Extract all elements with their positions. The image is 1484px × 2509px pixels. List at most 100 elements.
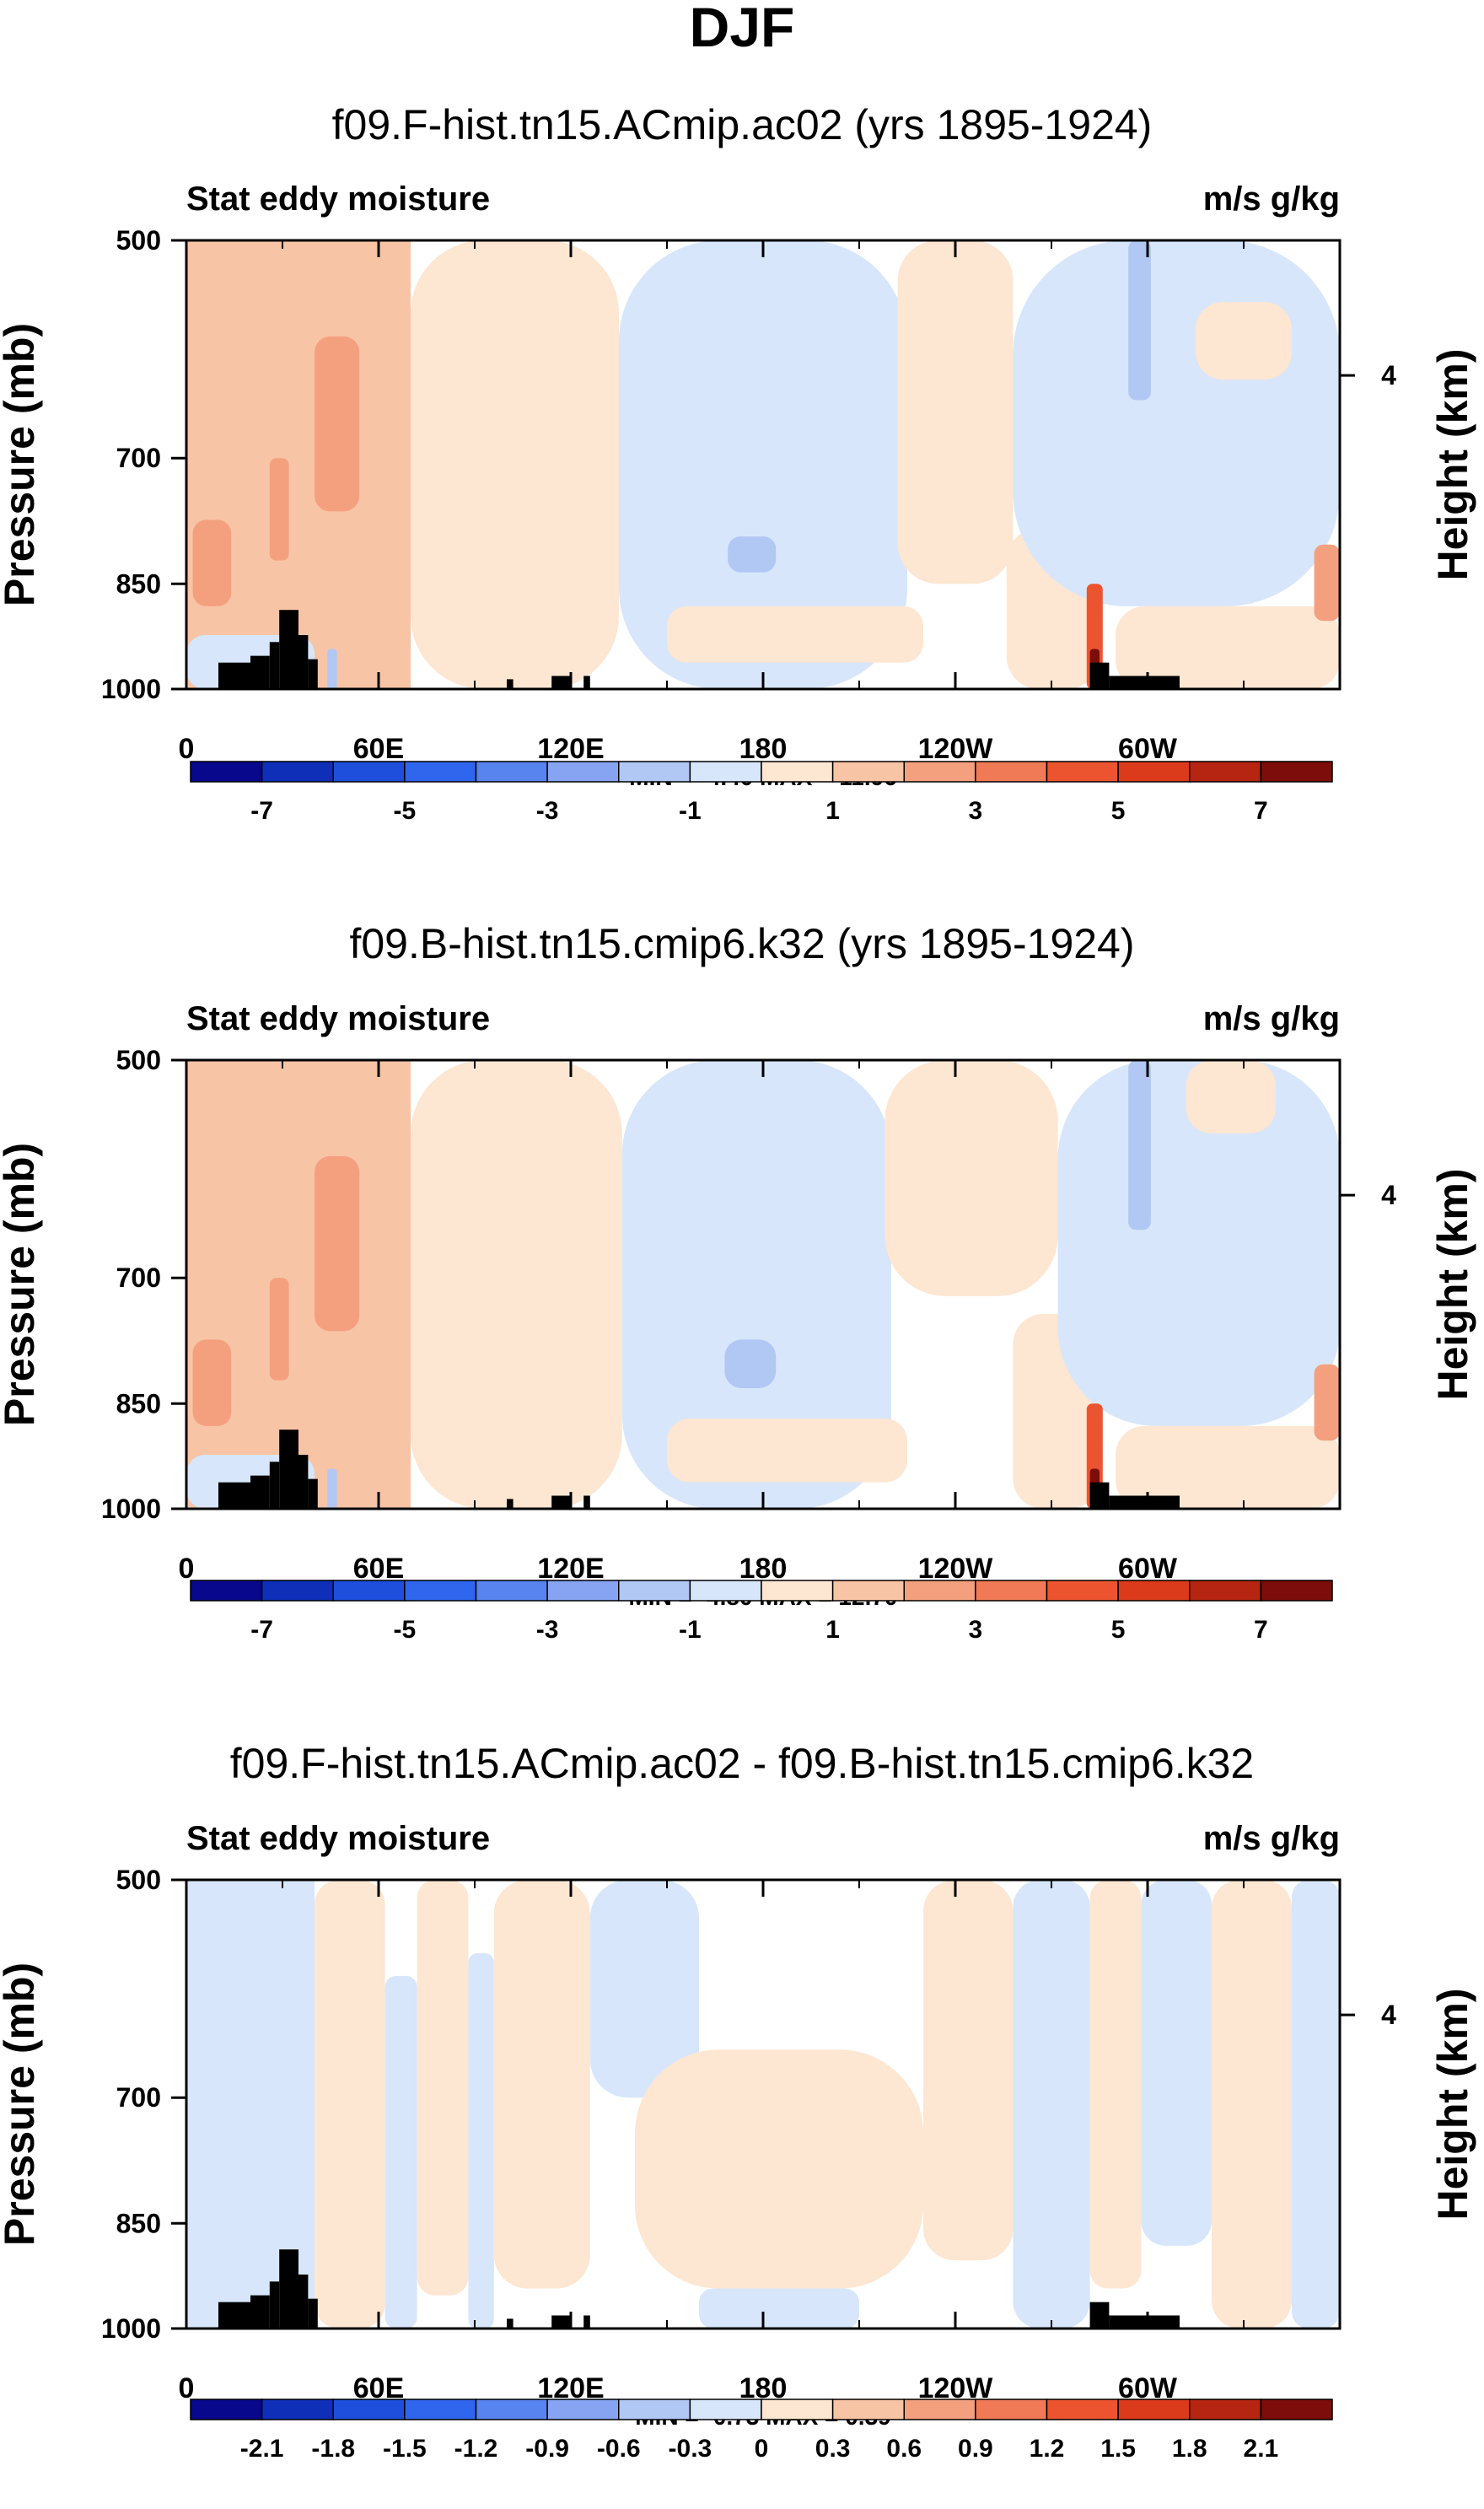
colorbar-label: 0 — [755, 2435, 769, 2463]
colorbar-swatch — [475, 1580, 548, 1602]
chart-panel-2: f09.B-hist.tn15.cmip6.k32 (yrs 1895-1924… — [0, 920, 1476, 1644]
colorbar-label: -5 — [394, 797, 417, 825]
terrain-mask — [551, 676, 571, 689]
x-tick-label: 60W — [1118, 1553, 1178, 1585]
contour-region — [192, 520, 232, 606]
chart-panel-1: f09.F-hist.tn15.ACmip.ac02 (yrs 1895-192… — [0, 101, 1476, 825]
colorbar-label: -1.8 — [311, 2435, 355, 2463]
x-tick-label: 120W — [918, 733, 994, 765]
colorbar-swatch — [261, 2399, 334, 2420]
plot-area — [186, 240, 1340, 689]
panel-title: f09.F-hist.tn15.ACmip.ac02 (yrs 1895-192… — [332, 101, 1153, 148]
colorbar-swatch — [618, 2399, 691, 2420]
terrain-mask — [308, 659, 318, 689]
terrain-mask — [250, 2295, 270, 2329]
right-tick-label: 4 — [1381, 2000, 1396, 2030]
colorbar-swatch — [404, 2399, 477, 2420]
colorbar-swatch — [903, 1580, 976, 1602]
colorbar-label: 1 — [825, 797, 840, 825]
colorbar-swatch — [618, 1580, 691, 1602]
y-tick-label: 850 — [116, 1388, 161, 1419]
colorbar-swatch — [618, 761, 691, 783]
colorbar: -2.1 -1.8 -1.5 -1.2 -0.9 -0.6 -0.3 0 0.3 0.6 0.9 1.… — [190, 2399, 1333, 2463]
colorbar-swatch — [546, 761, 620, 783]
colorbar-swatch — [1189, 761, 1262, 783]
terrain-mask — [218, 1482, 250, 1509]
terrain-mask — [298, 1455, 309, 1509]
contour-region — [384, 1975, 417, 2329]
colorbar-swatch — [689, 1580, 762, 1602]
contour-region — [1212, 1880, 1292, 2329]
right-axis-title: Height (km) — [1429, 349, 1476, 581]
colorbar-label: 1 — [825, 1616, 840, 1644]
colorbar-swatch — [903, 2399, 976, 2420]
colorbar-label: -0.3 — [669, 2435, 712, 2463]
y-tick-label: 1000 — [101, 2313, 161, 2344]
colorbar: -7 -5 -3 -1 1 3 5 7 — [190, 761, 1333, 825]
colorbar-swatch — [831, 1580, 905, 1602]
y-tick-label: 1000 — [101, 674, 161, 704]
colorbar-swatch — [1260, 1580, 1333, 1602]
contour-region — [1292, 1880, 1340, 2329]
x-tick-label: 120E — [537, 733, 604, 765]
terrain-mask — [308, 2298, 318, 2329]
x-tick-label: 0 — [179, 2372, 195, 2404]
contour-region — [635, 2049, 923, 2289]
colorbar-swatch — [1117, 1580, 1191, 1602]
x-tick-label: 60E — [353, 733, 405, 765]
chart-panel-3: f09.F-hist.tn15.ACmip.ac02 - f09.B-hist.… — [0, 1740, 1476, 2463]
right-axis-title: Height (km) — [1429, 1989, 1476, 2221]
terrain-mask — [551, 1495, 571, 1509]
contour-region — [1013, 240, 1340, 606]
contour-region — [1089, 1880, 1142, 2289]
colorbar-swatch — [1046, 1580, 1119, 1602]
contour-region — [1128, 240, 1151, 401]
colorbar-swatch — [190, 761, 263, 783]
panel-title: f09.F-hist.tn15.ACmip.ac02 - f09.B-hist.… — [230, 1740, 1254, 1787]
colorbar-swatch — [831, 761, 905, 783]
x-tick-label: 60E — [353, 1553, 405, 1585]
colorbar-label: 5 — [1111, 1616, 1126, 1644]
colorbar: -7 -5 -3 -1 1 3 5 7 — [190, 1580, 1333, 1644]
contour-region — [1186, 1060, 1276, 1133]
x-tick-label: 0 — [179, 733, 195, 765]
contour-region — [327, 649, 337, 689]
colorbar-swatch — [975, 761, 1048, 783]
colorbar-swatch — [1117, 761, 1191, 783]
colorbar-swatch — [404, 1580, 477, 1602]
colorbar-label: -1.5 — [383, 2435, 427, 2463]
colorbar-swatch — [689, 761, 762, 783]
colorbar-label: -7 — [250, 1616, 273, 1644]
colorbar-label: 1.2 — [1030, 2435, 1065, 2463]
colorbar-label: 1.8 — [1172, 2435, 1207, 2463]
contour-region — [315, 336, 360, 512]
contour-region — [1116, 1425, 1340, 1509]
terrain-mask — [279, 1429, 298, 1509]
contour-region — [315, 1155, 360, 1332]
y-axis-title: Pressure (mb) — [0, 1143, 43, 1426]
terrain-mask — [298, 635, 309, 689]
colorbar-label: 0.6 — [886, 2435, 922, 2463]
terrain-mask — [507, 2318, 513, 2329]
contour-region — [884, 1060, 1058, 1296]
contour-region — [1196, 302, 1292, 380]
right-axis-title: Height (km) — [1429, 1169, 1476, 1401]
terrain-mask — [250, 1475, 270, 1509]
y-tick-label: 700 — [116, 1263, 161, 1293]
y-tick-label: 850 — [116, 2208, 161, 2238]
x-tick-label: 0 — [179, 1553, 195, 1585]
x-tick-label: 180 — [739, 733, 788, 765]
terrain-mask — [583, 1495, 590, 1509]
plot-area — [186, 1060, 1340, 1509]
panel-title: f09.B-hist.tn15.cmip6.k32 (yrs 1895-1924… — [349, 920, 1134, 967]
terrain-mask — [583, 2315, 590, 2329]
y-tick-label: 700 — [116, 443, 161, 473]
colorbar-swatch — [332, 761, 406, 783]
contour-region — [1013, 1880, 1090, 2329]
contour-region — [589, 1880, 699, 2098]
y-tick-label: 1000 — [101, 1494, 161, 1524]
colorbar-label: -1 — [679, 1616, 702, 1644]
y-tick-label: 850 — [116, 568, 161, 599]
contour-region — [728, 536, 777, 573]
colorbar-swatch — [1117, 2399, 1191, 2420]
